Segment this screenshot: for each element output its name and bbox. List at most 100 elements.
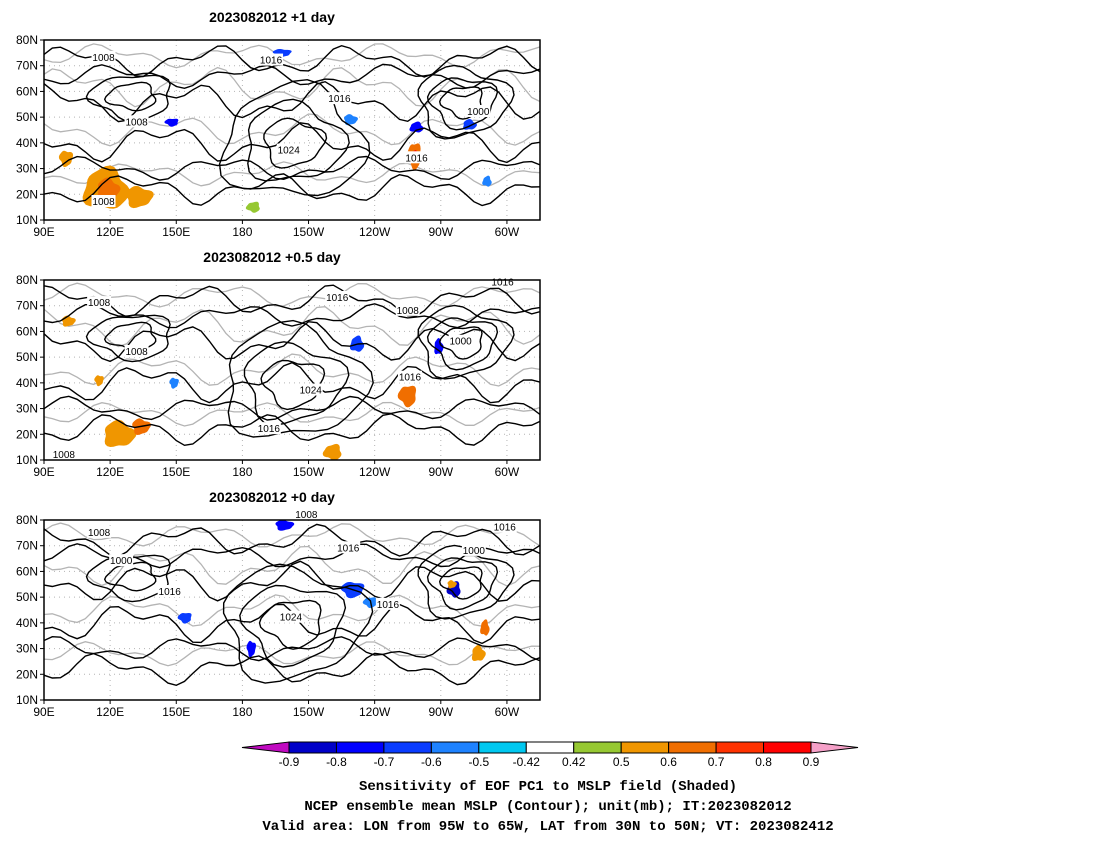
contour-label-bg <box>404 151 429 164</box>
colorbar-box <box>715 741 765 754</box>
colorbar-box <box>430 741 480 754</box>
shaded-region <box>245 201 260 213</box>
lat-tick-label: 60N <box>16 84 38 98</box>
mslp-contour <box>222 563 374 684</box>
coastline <box>44 306 540 348</box>
lon-tick-label: 60W <box>495 705 520 719</box>
mslp-contour <box>247 98 350 182</box>
contour-label-bg <box>109 554 134 567</box>
shaded-region <box>471 644 486 661</box>
colorbar-box <box>335 741 385 754</box>
coastline <box>44 161 540 187</box>
coastline <box>44 43 540 69</box>
colorbar: -0.9 -0.8 -0.7 -0.6 -0.5 -0.42 0.42 0.5 0.6 0.7 0.… <box>241 741 859 769</box>
lat-tick-label: 10N <box>16 453 38 467</box>
colorbar-box <box>383 741 432 754</box>
colorbar-arrow-right <box>810 741 859 754</box>
contour-label-bg <box>397 370 422 383</box>
lat-tick-label: 50N <box>16 110 38 124</box>
colorbar-box <box>478 741 527 754</box>
coastline <box>44 66 540 108</box>
coastlines <box>44 43 540 187</box>
lon-tick-label: 90W <box>428 225 453 239</box>
colorbar-arrow-left <box>241 741 290 754</box>
contour-label-bg <box>276 143 301 156</box>
lat-tick-label: 40N <box>16 136 38 150</box>
contour-label: 1016 <box>328 94 351 105</box>
colorbar-label: 0.8 <box>755 755 772 769</box>
lat-tick-label: 20N <box>16 187 38 201</box>
lat-tick-label: 50N <box>16 590 38 604</box>
contour-label-bg <box>256 422 281 435</box>
shaded-region <box>434 338 444 355</box>
shaded-region <box>397 385 417 408</box>
contour-label-bg <box>91 195 116 207</box>
contour-label: 1024 <box>278 146 301 157</box>
contour-label: 1016 <box>337 543 360 554</box>
contour-label-bg <box>87 525 112 538</box>
contour-label-bg <box>294 507 319 520</box>
lat-tick-label: 20N <box>16 427 38 441</box>
colorbar-box <box>573 741 622 754</box>
mslp-contour <box>426 317 499 371</box>
lat-tick-label: 20N <box>16 667 38 681</box>
lon-tick-label: 120E <box>96 705 124 719</box>
contour-label-bg <box>259 53 284 66</box>
contour-label: 1016 <box>399 373 422 384</box>
sensitivity-shading <box>61 315 444 460</box>
lon-tick-label: 90W <box>428 465 453 479</box>
lat-tick-label: 30N <box>16 402 38 416</box>
contour-label: 1016 <box>260 56 283 67</box>
lat-tick-label: 70N <box>16 59 38 73</box>
map-frame <box>43 279 541 461</box>
mslp-contour <box>44 173 540 207</box>
contour-label-bg <box>298 383 323 396</box>
colorbar-box <box>668 741 717 754</box>
colorbar-box <box>288 741 337 754</box>
lat-tick-label: 40N <box>16 616 38 630</box>
map-panel-3: 2023082012 +0 day 1008 1000 1016 1008 1016 102… <box>16 489 541 719</box>
mslp-contour <box>417 64 515 140</box>
mslp-contour <box>44 413 540 447</box>
contour-label-bg <box>51 447 76 460</box>
lon-tick-label: 150E <box>162 705 190 719</box>
lat-tick-label: 80N <box>16 273 38 287</box>
lon-tick-label: 150E <box>162 225 190 239</box>
contour-label-bg <box>124 115 149 128</box>
shaded-region <box>322 443 342 460</box>
contour-label-bg <box>466 105 491 117</box>
contour-label: 1008 <box>92 53 115 64</box>
contour-label: 1016 <box>326 293 349 304</box>
shaded-region <box>344 114 358 126</box>
contour-label: 1008 <box>125 347 148 358</box>
colorbar-label: -0.42 <box>513 755 541 769</box>
colorbar-label: 0.5 <box>613 755 630 769</box>
lat-tick-label: 60N <box>16 564 38 578</box>
shaded-region <box>480 619 490 636</box>
contour-label-bg <box>448 334 473 347</box>
contour-label: 1008 <box>92 197 115 208</box>
lat-tick-label: 60N <box>16 324 38 338</box>
lon-tick-label: 120E <box>96 465 124 479</box>
lat-tick-label: 80N <box>16 513 38 527</box>
caption-line: NCEP ensemble mean MSLP (Contour); unit(… <box>304 799 791 815</box>
lat-tick-label: 30N <box>16 642 38 656</box>
contour-label: 1016 <box>494 523 517 534</box>
mslp-contour <box>426 77 499 131</box>
shaded-region <box>275 520 295 531</box>
shaded-region <box>246 640 256 658</box>
contour-label-bg <box>157 585 182 597</box>
contour-label: 1000 <box>467 107 490 118</box>
lon-tick-label: 180 <box>232 225 252 239</box>
mslp-contour <box>44 303 540 329</box>
mslp-contour <box>239 584 347 668</box>
colorbar-label: -0.5 <box>468 755 489 769</box>
mslp-contour <box>417 304 515 380</box>
contour-label: 1008 <box>125 117 148 128</box>
map-frame <box>43 39 541 221</box>
colorbar-label: 0.9 <box>803 755 820 769</box>
caption-block: Sensitivity of EOF PC1 to MSLP field (Sh… <box>262 779 833 835</box>
contour-label: 1016 <box>258 424 281 435</box>
mslp-contour <box>85 554 171 603</box>
